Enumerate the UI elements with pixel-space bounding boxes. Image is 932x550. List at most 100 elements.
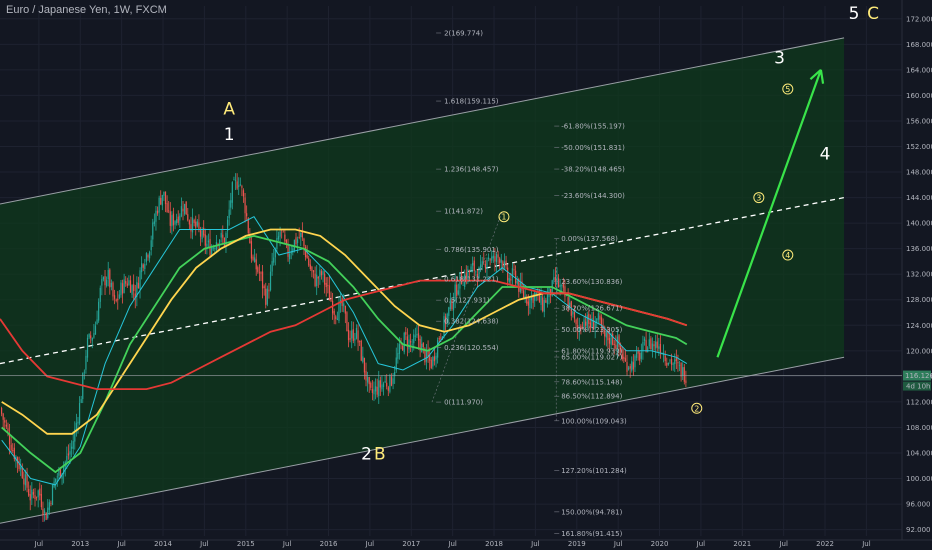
- circled-wave-ring: [753, 192, 765, 204]
- candle-body: [513, 269, 515, 271]
- x-tick-label: Jul: [696, 540, 706, 548]
- candle-body: [522, 290, 525, 298]
- candle-body: [650, 338, 652, 350]
- candle-body: [303, 238, 305, 247]
- candle-body: [448, 307, 450, 316]
- candle-body: [247, 218, 249, 233]
- y-tick-label: 124.000: [906, 322, 932, 330]
- x-tick-label: Jul: [613, 540, 623, 548]
- candle-body: [328, 285, 331, 301]
- candle-body: [257, 267, 259, 272]
- candle-body: [83, 371, 85, 373]
- candle-body: [648, 339, 650, 347]
- countdown-box: [903, 381, 931, 391]
- current-price-label: 116.126: [905, 372, 932, 380]
- x-tick-label: Jul: [447, 540, 457, 548]
- candle-body: [623, 356, 625, 359]
- candle-body: [234, 179, 237, 181]
- candle-body: [489, 259, 491, 261]
- candle-body: [557, 278, 560, 288]
- candle-body: [664, 355, 666, 362]
- candle-body: [72, 441, 74, 449]
- candle-body: [179, 215, 181, 221]
- candle-body: [561, 285, 563, 287]
- candle-body: [171, 215, 173, 227]
- candle-body: [123, 279, 125, 293]
- candle-body: [177, 216, 179, 223]
- circled-wave-label: 5: [785, 85, 790, 94]
- fib-right-label: -38.20%(148.465): [561, 166, 625, 174]
- candle-body: [269, 271, 272, 291]
- fib-left-label: 1.236(148.457): [444, 166, 499, 174]
- candle-body: [180, 206, 183, 217]
- candle-body: [51, 485, 54, 506]
- candle-body: [610, 333, 612, 345]
- candle-body: [250, 241, 253, 259]
- candle-body: [379, 380, 381, 388]
- candle-body: [201, 230, 203, 240]
- candle-body: [639, 352, 641, 361]
- candle-body: [198, 222, 200, 229]
- candle-body: [616, 336, 619, 349]
- candle-body: [152, 222, 154, 240]
- candle-body: [188, 220, 190, 225]
- candle-body: [145, 253, 148, 262]
- candle-body: [125, 281, 127, 284]
- fib-left-label: 0.382(124.638): [444, 318, 499, 326]
- fib-right-label: 23.60%(130.836): [561, 278, 622, 286]
- candle-body: [484, 264, 486, 268]
- candle-body: [23, 478, 25, 485]
- candle-body: [417, 333, 420, 341]
- candle-body: [497, 254, 499, 258]
- circled-wave-label: 2: [694, 404, 699, 413]
- candle-body: [592, 320, 595, 330]
- ma-line-cyan: [1, 216, 688, 486]
- candle-body: [624, 358, 627, 362]
- candle-body: [518, 278, 520, 292]
- candle-body: [282, 231, 284, 233]
- candle-body: [118, 294, 120, 299]
- candle-body: [241, 186, 243, 188]
- candle-body: [389, 374, 391, 392]
- candle-body: [468, 270, 471, 272]
- candle-body: [85, 355, 87, 370]
- candle-body: [460, 273, 463, 284]
- candle-body: [495, 253, 498, 263]
- channel-upper-line: [0, 37, 845, 205]
- candle-body: [238, 185, 240, 187]
- candle-body: [32, 492, 35, 495]
- candle-body: [390, 376, 393, 386]
- candle-body: [249, 234, 251, 244]
- candle-body: [443, 316, 445, 337]
- candle-body: [90, 335, 92, 339]
- candle-body: [507, 267, 509, 281]
- candle-body: [546, 294, 549, 305]
- candle-body: [207, 240, 210, 243]
- candle-body: [137, 283, 140, 289]
- candle-body: [29, 494, 31, 501]
- candle-body: [479, 264, 482, 269]
- arrow-shaft: [716, 69, 822, 358]
- candle-body: [244, 197, 246, 214]
- candle-body: [608, 338, 611, 344]
- candle-body: [589, 322, 592, 328]
- candle-body: [553, 277, 555, 281]
- candle-body: [266, 288, 268, 305]
- candle-body: [454, 284, 456, 302]
- candle-body: [279, 231, 281, 237]
- candle-body: [476, 273, 479, 280]
- circled-wave-label: 4: [785, 251, 790, 260]
- candle-body: [239, 184, 241, 186]
- candle-body: [596, 318, 598, 324]
- candle-body: [505, 260, 507, 266]
- candle-body: [599, 315, 601, 320]
- candle-body: [252, 256, 254, 260]
- candle-body: [682, 367, 684, 376]
- candle-body: [55, 478, 57, 483]
- candle-body: [172, 213, 175, 226]
- candle-body: [659, 343, 662, 353]
- candle-body: [129, 280, 132, 293]
- y-tick-label: 96.000: [906, 501, 931, 509]
